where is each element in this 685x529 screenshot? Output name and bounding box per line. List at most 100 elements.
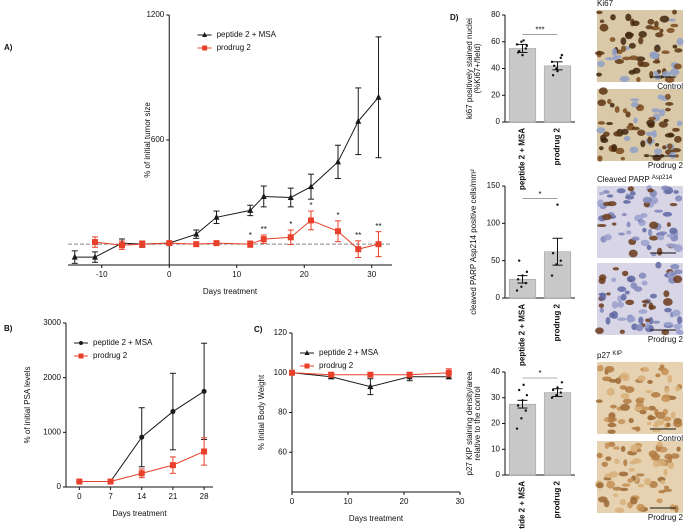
cell <box>644 478 652 486</box>
y-tick-label: 30 <box>491 393 500 402</box>
data-point <box>559 259 562 262</box>
cell <box>607 422 617 428</box>
cell <box>672 44 678 49</box>
y-tick-label: 1200 <box>146 10 164 19</box>
cell <box>622 108 628 114</box>
cell <box>648 317 654 325</box>
data-point <box>515 289 519 292</box>
cell <box>616 188 626 194</box>
marker <box>201 388 207 394</box>
marker <box>308 217 314 224</box>
cell <box>617 286 627 292</box>
cell <box>620 37 627 45</box>
y-axis-label: p27 KIP staining density/area <box>465 371 474 475</box>
micrograph-caption: Prodrug 2 <box>648 335 684 344</box>
cell <box>638 31 647 38</box>
marker <box>260 236 267 243</box>
cell <box>606 387 615 396</box>
cell <box>664 307 672 313</box>
cell <box>664 386 670 394</box>
x-tick-label: peptide 2 + MSA <box>518 128 527 190</box>
data-point <box>524 281 527 285</box>
cell <box>621 213 627 217</box>
data-point <box>525 44 529 47</box>
y-axis-label: % of initial PSA levels <box>23 367 32 444</box>
legend-label: prodrug 2 <box>217 43 252 52</box>
cell <box>622 56 632 61</box>
cell <box>673 323 683 330</box>
cell <box>623 459 628 467</box>
cell <box>604 473 614 479</box>
y-tick-label: 40 <box>491 64 500 73</box>
cell <box>675 195 683 202</box>
cell <box>652 320 661 324</box>
cell <box>629 146 639 154</box>
micrograph-superscript: KIP <box>612 351 622 357</box>
cell <box>674 135 682 143</box>
cell <box>649 481 658 489</box>
y-tick-label: 50 <box>491 256 500 265</box>
y-tick-label: 80 <box>491 10 500 19</box>
x-tick-label: 10 <box>232 270 241 279</box>
cell <box>616 317 627 321</box>
cell <box>602 213 612 221</box>
marker <box>287 234 294 241</box>
data-point <box>551 252 555 255</box>
cell <box>630 98 640 102</box>
x-tick-label: prodrug 2 <box>553 303 562 341</box>
cell <box>669 68 680 76</box>
y-tick-label: 0 <box>496 470 501 479</box>
bar <box>543 392 572 476</box>
cell <box>666 233 675 238</box>
cell <box>652 200 657 204</box>
marker <box>335 228 341 235</box>
marker <box>328 371 335 378</box>
cell <box>620 293 627 301</box>
cell <box>628 249 638 258</box>
cell <box>673 63 682 70</box>
cell <box>614 507 625 513</box>
cell <box>666 222 671 227</box>
x-tick-label: 30 <box>367 270 376 279</box>
cell <box>669 227 678 235</box>
marker <box>79 341 83 345</box>
cell <box>647 379 653 385</box>
cell <box>672 9 677 15</box>
cell <box>664 453 673 460</box>
data-point <box>556 203 559 206</box>
cell <box>649 235 659 241</box>
micrograph-caption: Control <box>657 434 683 443</box>
cell <box>657 94 664 100</box>
cell <box>601 461 608 467</box>
cell <box>604 366 615 373</box>
cell <box>638 316 644 325</box>
data-point <box>524 47 527 50</box>
marker <box>76 478 83 485</box>
marker <box>202 32 208 37</box>
cell <box>663 290 670 298</box>
cell <box>625 230 632 235</box>
data-point <box>560 381 564 384</box>
cell <box>596 127 606 134</box>
data-point <box>550 274 554 277</box>
marker <box>107 478 114 485</box>
cell <box>661 329 670 336</box>
significance-label: * <box>538 369 541 378</box>
cell <box>610 404 617 409</box>
cell <box>623 200 631 204</box>
cell <box>651 108 660 113</box>
y-tick-label: 10 <box>491 444 500 453</box>
cell <box>675 328 681 335</box>
micrograph-title: Ki67 <box>597 0 614 8</box>
y-axis-label: % of initial tumor size <box>143 102 152 178</box>
cell <box>648 405 656 411</box>
data-point <box>559 56 562 59</box>
cell <box>656 498 663 504</box>
cell <box>631 426 641 431</box>
cell <box>635 324 644 332</box>
cell <box>620 392 630 400</box>
data-point <box>521 53 524 57</box>
cell <box>599 19 605 24</box>
data-point <box>522 383 525 387</box>
